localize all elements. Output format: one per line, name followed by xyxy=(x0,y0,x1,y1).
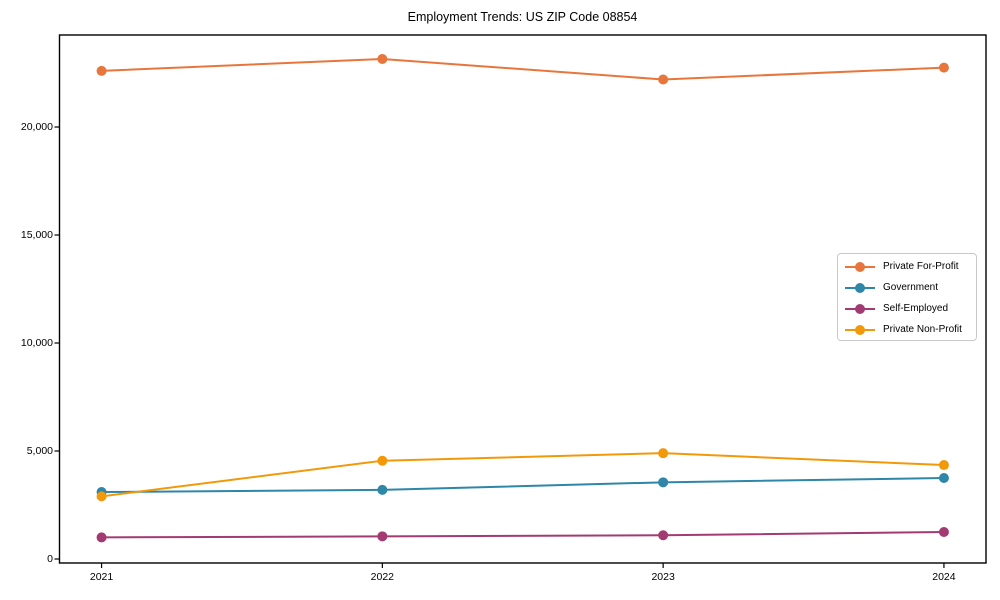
chart-title: Employment Trends: US ZIP Code 08854 xyxy=(407,10,638,24)
legend-line-marker-icon xyxy=(845,261,875,272)
data-point-marker xyxy=(938,473,949,484)
x-tick-label: 2021 xyxy=(89,571,114,583)
y-tick-label: 20,000 xyxy=(20,120,53,133)
legend-line-marker-icon xyxy=(845,282,875,293)
legend: Private For-Profit Government Self-Employe… xyxy=(837,253,977,341)
series-line xyxy=(101,452,944,498)
x-tick-label: 2022 xyxy=(370,571,395,583)
data-point-marker xyxy=(658,74,669,85)
legend-entry: Private Non-Profit xyxy=(838,319,976,340)
data-point-marker xyxy=(96,65,107,76)
y-tick-label: 15,000 xyxy=(20,228,53,241)
legend-line-marker-icon xyxy=(845,324,875,335)
data-point-marker xyxy=(377,455,388,466)
legend-entry: Government xyxy=(838,277,976,298)
x-tick-label: 2024 xyxy=(932,571,956,583)
legend-label: Government xyxy=(883,282,939,293)
data-point-marker xyxy=(377,484,388,495)
data-point-marker xyxy=(938,62,949,73)
legend-label: Self-Employed xyxy=(883,303,949,314)
data-point-marker xyxy=(96,491,107,502)
y-tick-label: 5,000 xyxy=(26,444,53,457)
data-point-marker xyxy=(938,460,949,471)
data-point-marker xyxy=(658,477,669,488)
data-point-marker xyxy=(938,527,949,538)
data-point-marker xyxy=(377,53,388,64)
series-line xyxy=(101,57,944,81)
legend-label: Private Non-Profit xyxy=(883,324,962,335)
y-tick-label: 0 xyxy=(47,552,53,565)
data-point-marker xyxy=(377,531,388,542)
legend-label: Private For-Profit xyxy=(883,261,959,272)
legend-entry: Private For-Profit xyxy=(838,256,976,277)
x-tick-label: 2023 xyxy=(651,571,675,583)
series-line xyxy=(101,531,944,539)
y-tick-label: 10,000 xyxy=(20,336,53,349)
plot-border xyxy=(58,34,987,564)
data-point-marker xyxy=(658,448,669,459)
legend-entry: Self-Employed xyxy=(838,298,976,319)
data-point-marker xyxy=(658,530,669,541)
legend-line-marker-icon xyxy=(845,303,875,314)
data-point-marker xyxy=(96,532,107,543)
series-line xyxy=(101,477,944,494)
